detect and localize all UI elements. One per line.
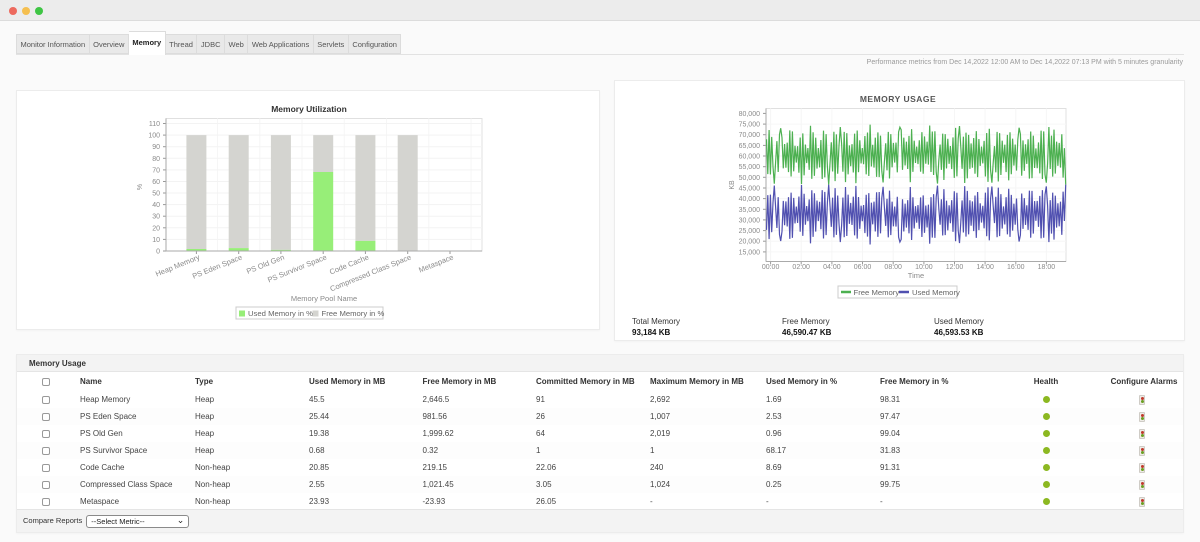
svg-text:30: 30 [152,214,160,221]
svg-text:Compressed Class Space: Compressed Class Space [329,253,413,294]
svg-text:20,000: 20,000 [739,239,761,246]
svg-text:70,000: 70,000 [739,132,761,139]
svg-text:55,000: 55,000 [739,164,761,171]
svg-text:0: 0 [156,249,160,256]
svg-text:04:00: 04:00 [823,264,841,271]
svg-text:90: 90 [152,144,160,151]
svg-text:06:00: 06:00 [854,264,872,271]
svg-text:20: 20 [152,225,160,232]
svg-text:14:00: 14:00 [976,264,994,271]
svg-text:MEMORY USAGE: MEMORY USAGE [860,94,936,104]
svg-text:Memory Pool Name: Memory Pool Name [291,294,357,303]
svg-text:45,000: 45,000 [739,186,761,193]
svg-text:%: % [137,184,144,190]
svg-text:12:00: 12:00 [946,264,964,271]
svg-text:02:00: 02:00 [792,264,810,271]
svg-text:18:00: 18:00 [1038,264,1056,271]
svg-text:16:00: 16:00 [1007,264,1025,271]
svg-text:50: 50 [152,191,160,198]
svg-text:70: 70 [152,167,160,174]
svg-text:110: 110 [149,121,160,128]
svg-text:KB: KB [729,180,736,190]
svg-text:10: 10 [152,237,160,244]
svg-text:80,000: 80,000 [739,111,761,118]
svg-text:75,000: 75,000 [739,122,761,129]
svg-text:60: 60 [152,179,160,186]
svg-text:65,000: 65,000 [739,143,761,150]
svg-text:30,000: 30,000 [739,217,761,224]
svg-text:50,000: 50,000 [739,175,761,182]
svg-text:10:00: 10:00 [915,264,933,271]
svg-text:00:00: 00:00 [762,264,780,271]
svg-text:Used Memory in %: Used Memory in % [248,309,313,318]
svg-text:100: 100 [148,133,160,140]
svg-text:25,000: 25,000 [739,228,761,235]
svg-text:15,000: 15,000 [739,249,761,256]
svg-text:Metaspace: Metaspace [417,253,454,275]
svg-text:Free Memory in %: Free Memory in % [322,309,385,318]
svg-text:Used Memory: Used Memory [912,288,960,297]
svg-text:40,000: 40,000 [739,196,761,203]
svg-text:40: 40 [152,202,160,209]
svg-text:Time: Time [908,271,924,280]
svg-text:35,000: 35,000 [739,207,761,214]
svg-text:08:00: 08:00 [884,264,902,271]
svg-text:60,000: 60,000 [739,154,761,161]
svg-text:Free Memory: Free Memory [854,288,900,297]
svg-text:Memory Utilization: Memory Utilization [271,104,347,114]
svg-text:80: 80 [152,156,160,163]
